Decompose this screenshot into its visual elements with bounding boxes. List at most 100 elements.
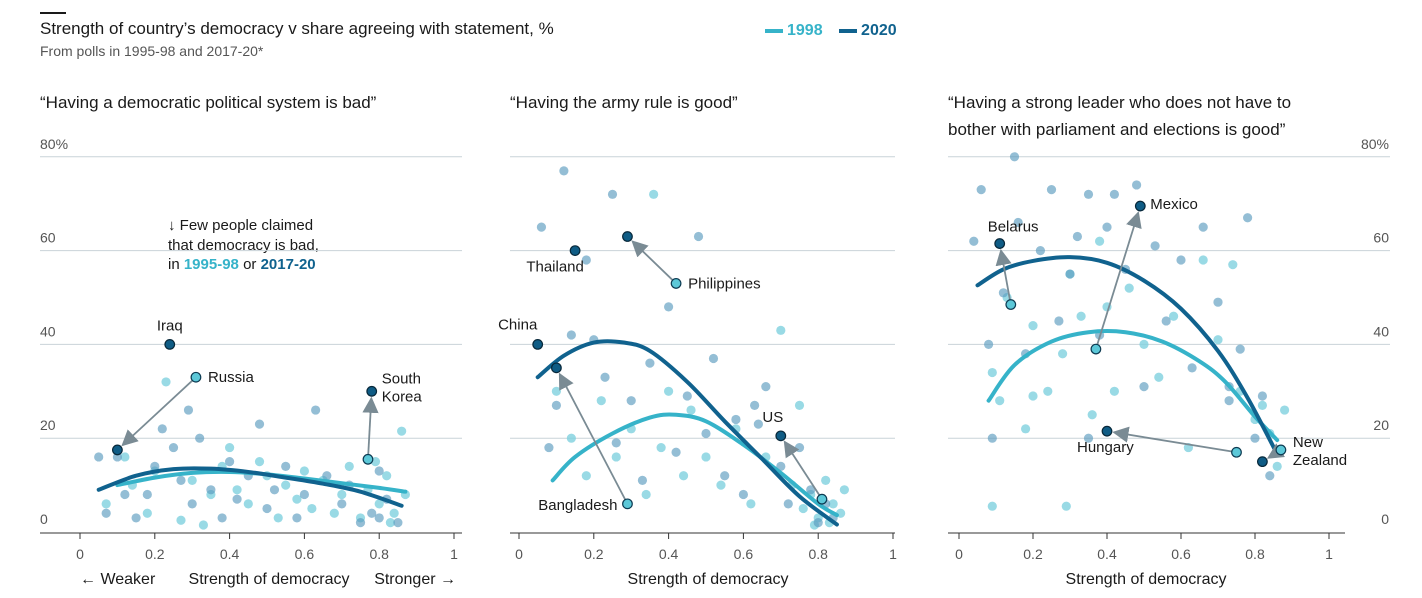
arrow-us <box>783 440 823 500</box>
point-2020 <box>183 405 194 415</box>
point-1998 <box>382 471 392 481</box>
point-1998 <box>374 499 384 509</box>
point-2020 <box>254 419 265 429</box>
legend-item-1998: 1998 <box>765 22 823 40</box>
legend: 1998 2020 <box>765 20 909 40</box>
point-1998 <box>292 494 302 504</box>
arrow-bangladesh <box>558 372 629 505</box>
note-line-2: that democracy is bad, <box>168 236 319 254</box>
note-year-1998: 1995-98 <box>183 256 239 273</box>
point-2020 <box>626 396 636 406</box>
trend-line-1998 <box>550 412 839 518</box>
down-arrow-icon: ↓ <box>168 217 176 234</box>
point-2020 <box>611 438 621 448</box>
point-2020 <box>281 461 291 471</box>
point-2020 <box>1265 471 1275 481</box>
point-2020 <box>1109 189 1119 199</box>
point-2020 <box>311 405 321 415</box>
point-1998 <box>716 480 726 490</box>
legend-item-2020: 2020 <box>839 22 897 40</box>
point-2020 <box>551 400 562 410</box>
point-2020 <box>94 452 104 462</box>
point-2020 <box>581 255 591 265</box>
y-tick-label: 20 <box>1373 417 1389 433</box>
point-1998 <box>1169 311 1179 321</box>
y-tick-label: 60 <box>1373 230 1389 246</box>
point-1998 <box>243 499 253 509</box>
point-2020 <box>1243 213 1253 223</box>
point-1998 <box>344 461 354 471</box>
point-2020 <box>761 382 771 392</box>
point-1998 <box>987 367 997 378</box>
point-2020 <box>157 424 167 434</box>
point-1998 <box>664 386 674 396</box>
point-1998 <box>611 452 621 462</box>
x-tick-label: 1 <box>889 546 897 562</box>
point-1998-philippines <box>670 278 682 289</box>
stronger-label: Stronger → <box>374 571 456 588</box>
point-1998 <box>337 489 347 500</box>
point-1998 <box>821 475 831 486</box>
point-2020 <box>1224 396 1234 406</box>
y-tick-label: 40 <box>40 323 56 339</box>
point-1998 <box>1280 405 1290 415</box>
arrow-russia <box>121 376 197 447</box>
y-tick-label: 80% <box>1361 136 1389 152</box>
x-tick-label: 0.6 <box>734 546 754 562</box>
x-axis-label: Strength of democracy <box>628 571 789 588</box>
point-1998-us <box>816 493 828 505</box>
country-label-thailand: Thailand <box>526 259 584 276</box>
point-1998 <box>1213 335 1223 345</box>
point-1998 <box>746 499 756 509</box>
point-1998 <box>1109 386 1119 396</box>
note-middle: or <box>238 256 261 273</box>
point-2020 <box>998 288 1009 298</box>
point-1998 <box>551 386 562 396</box>
point-2020 <box>1213 297 1223 307</box>
point-1998 <box>198 520 209 530</box>
point-2020 <box>693 231 704 242</box>
country-label-mexico: Mexico <box>1150 196 1198 213</box>
point-2020 <box>984 339 994 349</box>
point-1998 <box>1154 372 1164 382</box>
x-tick-label: 0.2 <box>1023 546 1043 562</box>
point-2020 <box>682 391 692 401</box>
note-year-2020: 2017-20 <box>260 256 316 273</box>
point-2020-bangladesh <box>551 362 562 374</box>
point-2020-hungary <box>1101 425 1113 437</box>
point-1998 <box>397 426 407 436</box>
point-1998-hungary <box>1231 446 1242 458</box>
y-tick-label: 80% <box>40 136 68 152</box>
point-2020-us <box>775 430 787 442</box>
arrow-hungary <box>1112 426 1237 454</box>
point-1998 <box>299 466 309 476</box>
country-label-south-korea: South Korea <box>382 370 423 405</box>
note-prefix: in <box>168 256 184 273</box>
arrow-belarus <box>995 248 1012 305</box>
point-1998 <box>649 189 659 199</box>
point-1998 <box>142 508 152 518</box>
point-2020 <box>374 466 384 476</box>
country-label-hungary: Hungary <box>1077 439 1134 456</box>
point-1998 <box>1272 461 1282 471</box>
point-1998 <box>566 433 576 443</box>
legend-swatch-1998 <box>765 29 783 33</box>
point-1998 <box>1124 283 1134 293</box>
point-1998 <box>120 452 130 462</box>
point-1998 <box>307 503 317 514</box>
point-2020-new-zealand <box>1256 456 1268 468</box>
panel-title-3: “Having a strong leader who does not hav… <box>948 93 1292 139</box>
point-2020 <box>168 442 179 453</box>
x-tick-label: 0 <box>515 546 523 562</box>
arrow-mexico <box>1095 211 1142 350</box>
point-2020 <box>187 499 197 509</box>
point-2020 <box>131 513 141 523</box>
point-2020 <box>299 489 309 500</box>
point-2020-china <box>532 339 544 350</box>
point-1998 <box>776 325 786 335</box>
point-2020 <box>1198 222 1208 232</box>
point-2020 <box>176 475 186 486</box>
point-2020 <box>1187 363 1197 373</box>
point-2020-philippines <box>622 231 633 242</box>
